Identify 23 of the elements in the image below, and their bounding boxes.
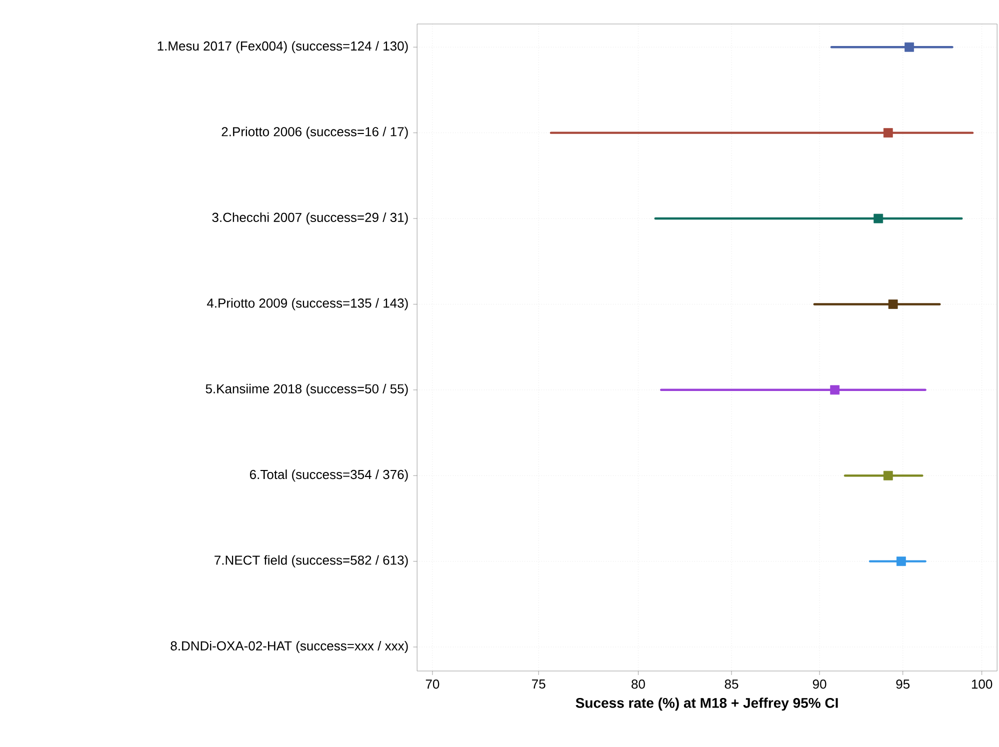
x-tick-label: 95 [896, 680, 910, 689]
y-tick-label: 5.Kansiime 2018 (success=50 / 55) [206, 384, 408, 396]
point [883, 128, 893, 138]
x-tick-label: 70 [426, 680, 440, 689]
x-tick-label: 90 [812, 680, 826, 689]
x-tick-label: 100 [972, 680, 992, 689]
x-tick-label: 85 [724, 680, 738, 689]
y-tick-label: 4.Priotto 2009 (success=135 / 143) [206, 298, 408, 310]
point [883, 470, 893, 480]
y-tick-label: 6.Total (success=354 / 376) [250, 470, 408, 482]
point [896, 556, 906, 566]
point [904, 42, 914, 52]
point [830, 385, 840, 395]
x-axis-title: Sucess rate (%) at M18 + Jeffrey 95% CI [576, 698, 838, 711]
y-tick-label: 1.Mesu 2017 (Fex004) (success=124 / 130) [158, 41, 408, 54]
x-tick-label: 75 [532, 680, 546, 689]
point [874, 214, 884, 224]
y-tick-label: 8.DNDi-OXA-02-HAT (success=xxx / xxx) [170, 640, 408, 654]
x-tick-label: 80 [632, 680, 645, 689]
y-tick-label: 7.NECT field (success=582 / 613) [214, 555, 408, 568]
y-tick-label: 2.Priotto 2006 (success=16 / 17) [222, 126, 408, 139]
y-tick-label: 3.Checchi 2007 (success=29 / 31) [212, 212, 408, 225]
point [888, 300, 898, 309]
